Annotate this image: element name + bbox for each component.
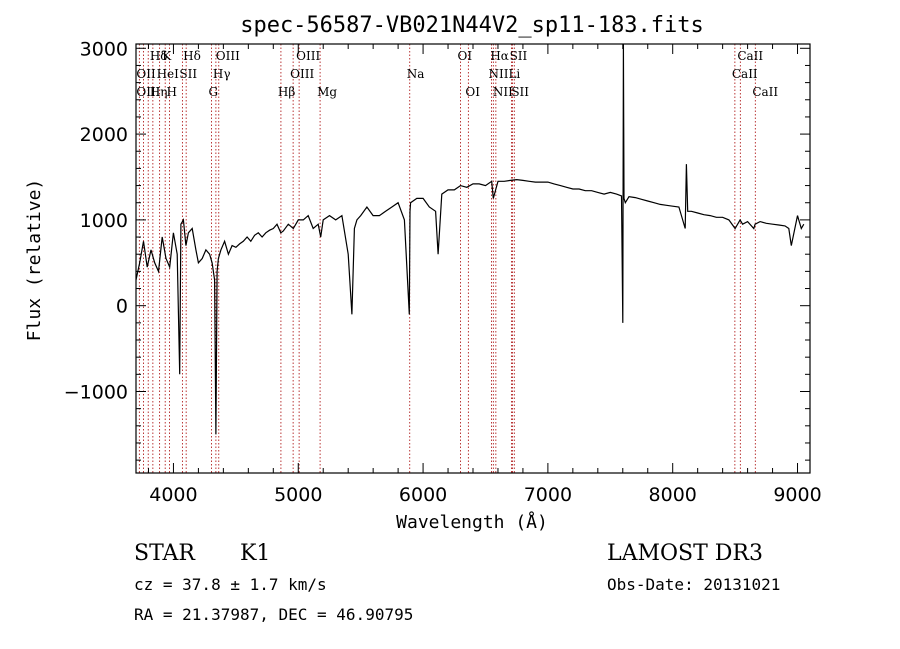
chart-title: spec-56587-VB021N44V2_sp11-183.fits [240,13,704,38]
x-tick-label: 9000 [773,484,821,506]
line-label: H [166,85,176,99]
obs-date-text: Obs-Date: 20131021 [607,575,780,594]
line-label: Na [407,67,425,81]
x-tick-label: 8000 [649,484,697,506]
y-axis-ticks: −1000 0 1000 2000 3000 [64,38,810,461]
line-label: Hδ [183,49,201,63]
line-label: Mg [317,85,337,99]
line-label: OIII [136,85,160,99]
line-label: OIII [296,49,320,63]
line-label: CaII [732,67,758,81]
object-subclass: K1 [240,541,270,566]
y-tick-label: 0 [116,296,128,318]
line-label: SII [510,49,528,63]
redshift-text: cz = 37.8 ± 1.7 km/s [134,575,327,594]
y-tick-label: −1000 [64,381,128,403]
line-label: OI [458,49,473,63]
plot-frame [135,43,811,474]
line-label: SII [511,85,529,99]
line-label: Li [508,67,520,81]
y-axis-label: Flux (relative) [24,179,45,342]
spectrum-line [135,43,805,435]
line-label: OII [136,67,156,81]
object-class: STAR [134,541,196,566]
line-label: G [209,85,219,99]
line-label: HeI [157,67,180,81]
line-label: NII [493,85,513,99]
x-tick-label: 4000 [149,484,197,506]
line-label: NII [488,67,508,81]
x-axis-ticks: 4000 5000 6000 7000 8000 9000 [147,44,822,506]
line-label: Hβ [278,85,295,99]
line-label: Hα [490,49,509,63]
line-label: SII [179,67,197,81]
y-tick-label: 1000 [80,210,128,232]
line-label: CaII [737,49,763,63]
line-label: K [162,49,172,63]
marker-lines [138,44,756,473]
line-label: CaII [752,85,778,99]
x-tick-label: 5000 [274,484,322,506]
y-tick-label: 3000 [80,38,128,60]
line-label: Hδ [150,49,168,63]
x-tick-label: 6000 [399,484,447,506]
line-label: Hγ [213,67,231,81]
x-tick-label: 7000 [524,484,572,506]
line-label: Hη [150,85,168,99]
x-axis-label: Wavelength (Å) [396,511,548,533]
line-label: OI [465,85,480,99]
survey-name: LAMOST DR3 [607,541,763,566]
y-tick-label: 2000 [80,124,128,146]
radec-text: RA = 21.37987, DEC = 46.90795 [134,605,413,624]
line-label: OIII [290,67,314,81]
line-label: OIII [216,49,240,63]
